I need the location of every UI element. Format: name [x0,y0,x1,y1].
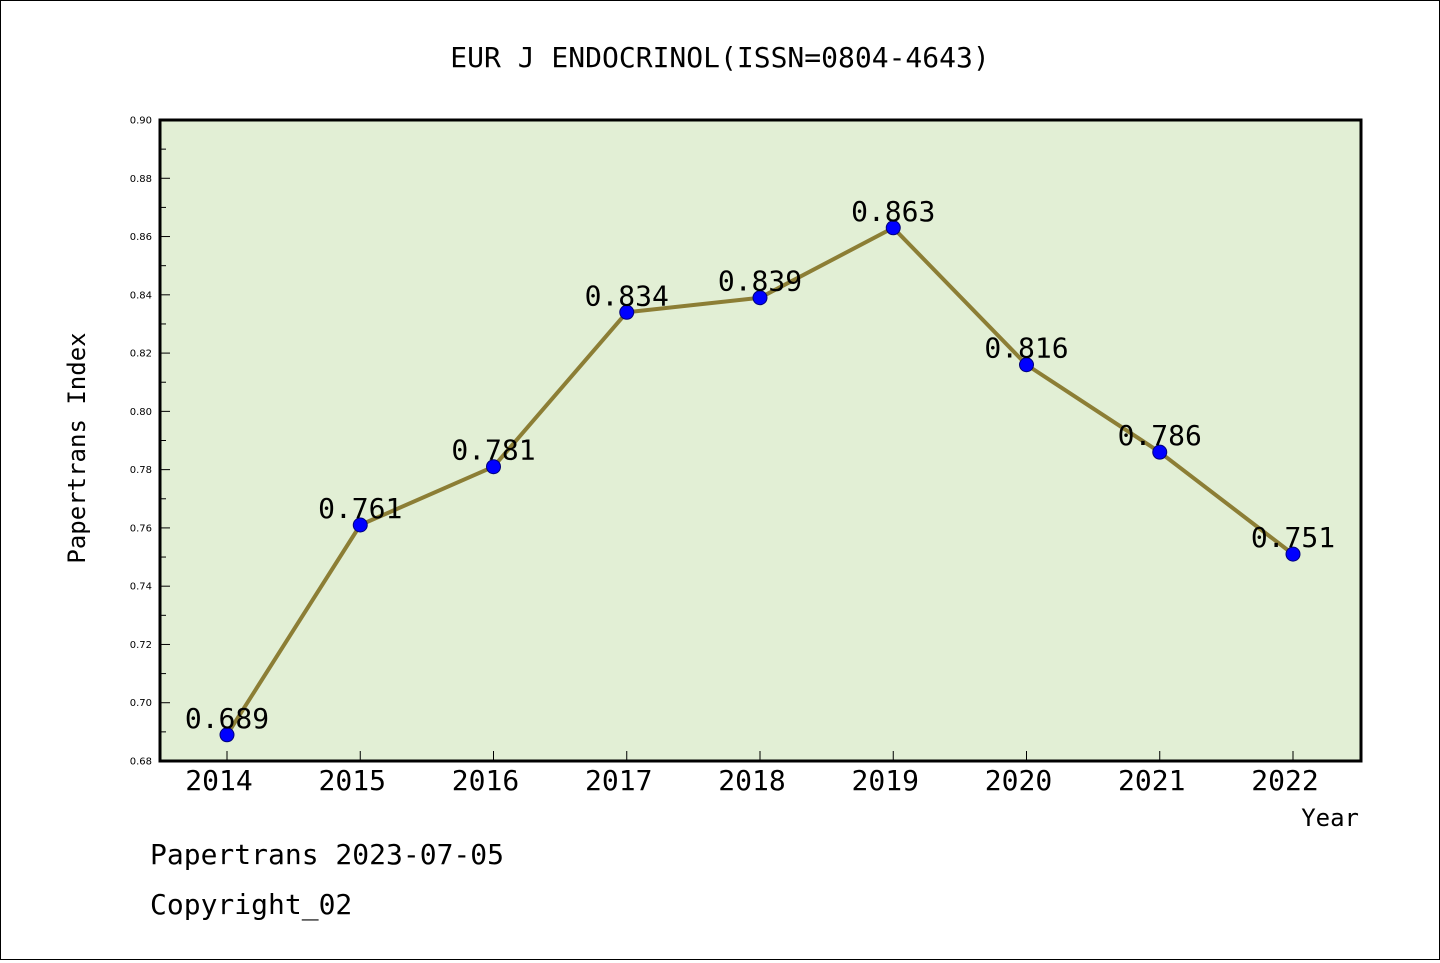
data-label: 0.751 [1251,521,1335,554]
series-line-group [219,220,1301,743]
data-label: 0.761 [318,492,402,525]
data-point [885,220,901,236]
y-tick-label: 0.80 [130,407,152,418]
y-tick-label: 0.76 [130,523,152,534]
x-tick-label: 2022 [1251,764,1318,797]
x-tick-label: 2021 [1118,764,1185,797]
data-label: 0.781 [451,434,535,467]
data-point [619,304,635,320]
x-tick-label: 2015 [319,764,386,797]
x-tick-label: 2018 [718,764,785,797]
plot-frame [158,118,1363,763]
data-point [1285,546,1301,562]
y-tick-label: 0.70 [130,698,152,709]
x-tick-label: 2014 [185,764,252,797]
y-tick-label: 0.88 [130,174,152,185]
footer-copyright: Copyright_02 [150,888,352,922]
x-axis-label: Year [1301,804,1359,832]
data-point [219,727,235,743]
data-label: 0.786 [1118,419,1202,452]
data-point [1152,444,1168,460]
x-tick-label: 2020 [985,764,1052,797]
data-label: 0.839 [718,265,802,298]
data-point [486,459,501,475]
y-tick-label: 0.74 [130,582,152,593]
x-tick-label: 2016 [452,764,519,797]
chart-title: EUR J ENDOCRINOL(ISSN=0804-4643) [450,41,989,74]
data-point [752,290,768,306]
y-tick-label: 0.72 [130,640,152,651]
x-tick-label: 2017 [585,764,652,797]
x-axis-ticks: 2014 2015 2016 2017 2018 2019 2020 2021 2022 [185,751,1319,797]
y-tick-label: 0.84 [130,290,152,301]
y-tick-label: 0.68 [130,757,152,768]
y-tick-label: 0.78 [130,465,152,476]
data-point [1019,357,1034,373]
y-tick-label: 0.90 [130,116,152,127]
y-tick-label: 0.86 [130,232,152,243]
plot-area [160,120,1361,761]
footer-source: Papertrans 2023-07-05 [150,838,504,871]
y-tick-label: 0.82 [130,349,152,360]
data-labels: 0.689 0.761 0.781 0.834 0.839 0.863 0.816 0.786… [185,195,1335,735]
y-axis-label: Papertrans Index [63,332,91,563]
data-label: 0.816 [984,332,1068,365]
data-label: 0.863 [851,195,935,228]
data-label: 0.834 [585,279,669,312]
x-tick-label: 2019 [852,764,919,797]
y-axis-ticks: 0.68 0.70 0.72 0.74 0.76 0.78 0.80 0.82 0.84 0.86… [130,116,170,768]
data-point [352,517,368,533]
data-label: 0.689 [185,702,269,735]
